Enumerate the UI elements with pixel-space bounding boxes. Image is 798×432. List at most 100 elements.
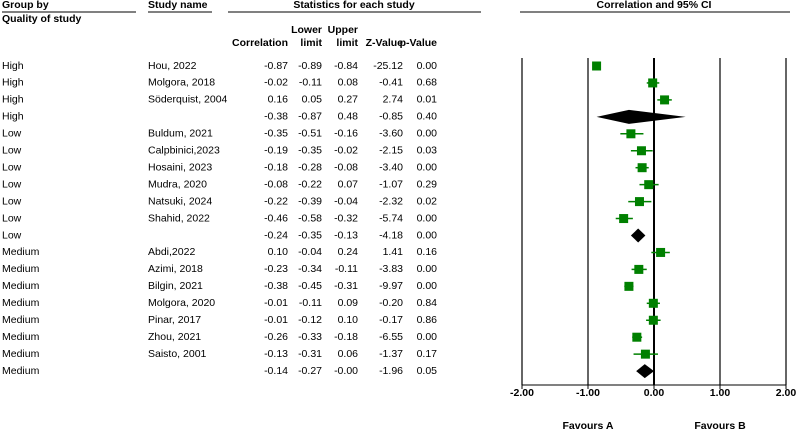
cell: 0.00 (417, 161, 438, 173)
cell: -0.51 (298, 128, 322, 140)
header-line: Lower (291, 24, 322, 36)
cell: -0.34 (298, 263, 322, 275)
point-estimate (592, 61, 602, 71)
cell: -0.02 (264, 77, 288, 89)
group-label: Low (2, 161, 22, 173)
cell: -1.37 (379, 348, 403, 360)
cell: -0.35 (298, 145, 322, 157)
study-label: Molgora, 2020 (148, 297, 215, 309)
cell: -0.17 (379, 314, 403, 326)
x-tick-label: -2.00 (510, 387, 534, 399)
cell: -0.08 (334, 161, 358, 173)
group-label: Low (2, 229, 22, 241)
group-label: Medium (2, 280, 40, 292)
cell: 0.27 (338, 94, 359, 106)
cell: -3.60 (379, 128, 403, 140)
cell: -0.31 (298, 348, 322, 360)
group-label: Low (2, 145, 22, 157)
cell: -0.33 (298, 331, 322, 343)
study-label: Buldum, 2021 (148, 128, 213, 140)
cell: -0.18 (334, 331, 358, 343)
cell: 0.00 (417, 60, 438, 72)
study-label: Zhou, 2021 (148, 331, 201, 343)
group-label: Medium (2, 297, 40, 309)
point-estimate (626, 129, 636, 139)
cell: 0.16 (417, 246, 438, 258)
cell: 0.02 (417, 195, 438, 207)
point-estimate (634, 197, 644, 207)
cell: -0.16 (334, 128, 358, 140)
point-estimate (644, 180, 654, 190)
cell: -0.31 (334, 280, 358, 292)
x-tick-label: -1.00 (576, 387, 600, 399)
group-label: Medium (2, 314, 40, 326)
cell: 0.01 (417, 94, 438, 106)
point-estimate (648, 78, 658, 88)
cell: 0.48 (338, 111, 359, 123)
cell: 0.00 (417, 263, 438, 275)
cell: -0.01 (264, 297, 288, 309)
header-line: Upper (328, 24, 358, 36)
cell: -0.13 (334, 229, 358, 241)
cell: 0.05 (302, 94, 323, 106)
cell: -0.22 (298, 178, 322, 190)
cell: -2.32 (379, 195, 403, 207)
column-header: p-Value (400, 37, 438, 49)
left-label: Favours A (563, 420, 614, 432)
study-label: Abdi,2022 (148, 246, 195, 258)
cell: -0.00 (334, 365, 358, 377)
cell: 0.40 (417, 111, 438, 123)
cell: 0.05 (417, 365, 438, 377)
group-label: Medium (2, 365, 40, 377)
cell: -0.23 (264, 263, 288, 275)
cell: 0.08 (338, 77, 359, 89)
cell: 0.00 (417, 229, 438, 241)
cell: -0.24 (264, 229, 288, 241)
column-header: Upper limit (328, 24, 359, 49)
column-header: Lower limit (291, 24, 322, 49)
cell: -0.38 (264, 111, 288, 123)
point-estimate (640, 349, 650, 359)
study-label: Hosaini, 2023 (148, 161, 212, 173)
cell: -0.12 (298, 314, 322, 326)
cell: 0.84 (417, 297, 438, 309)
group-label: Medium (2, 331, 40, 343)
cell: -0.26 (264, 331, 288, 343)
summary-diamond (636, 364, 654, 379)
summary-diamond (596, 109, 686, 124)
point-estimate (632, 332, 642, 342)
cell: -0.87 (264, 60, 288, 72)
cell: -0.04 (298, 246, 322, 258)
cell: -1.96 (379, 365, 403, 377)
point-estimate (656, 247, 666, 257)
point-estimate (637, 163, 647, 173)
cell: 0.16 (268, 94, 289, 106)
study-label: Saisto, 2001 (148, 348, 207, 360)
study-header: Study name (148, 0, 208, 11)
cell: 0.68 (417, 77, 438, 89)
x-tick-label: 0.00 (644, 387, 665, 399)
cell: 0.00 (417, 128, 438, 140)
cell: -0.11 (299, 77, 322, 89)
cell: -0.22 (264, 195, 288, 207)
cell: -0.14 (264, 365, 288, 377)
cell: -3.83 (379, 263, 403, 275)
cell: -0.85 (379, 111, 403, 123)
cell: 0.03 (417, 145, 438, 157)
group-label: Medium (2, 348, 40, 360)
point-estimate (624, 281, 634, 291)
study-label: Mudra, 2020 (148, 178, 207, 190)
stats-header: Statistics for each study (293, 0, 415, 11)
header-line: limit (300, 37, 322, 49)
group-subheader: Quality of study (2, 13, 82, 25)
group-label: Low (2, 212, 22, 224)
group-label: High (2, 60, 24, 72)
cell: -0.11 (335, 263, 358, 275)
group-header: Group by (2, 0, 49, 11)
cell: -0.01 (264, 314, 288, 326)
x-tick-label: 1.00 (710, 387, 731, 399)
cell: -0.18 (264, 161, 288, 173)
cell: 0.00 (417, 280, 438, 292)
cell: -0.84 (334, 60, 358, 72)
